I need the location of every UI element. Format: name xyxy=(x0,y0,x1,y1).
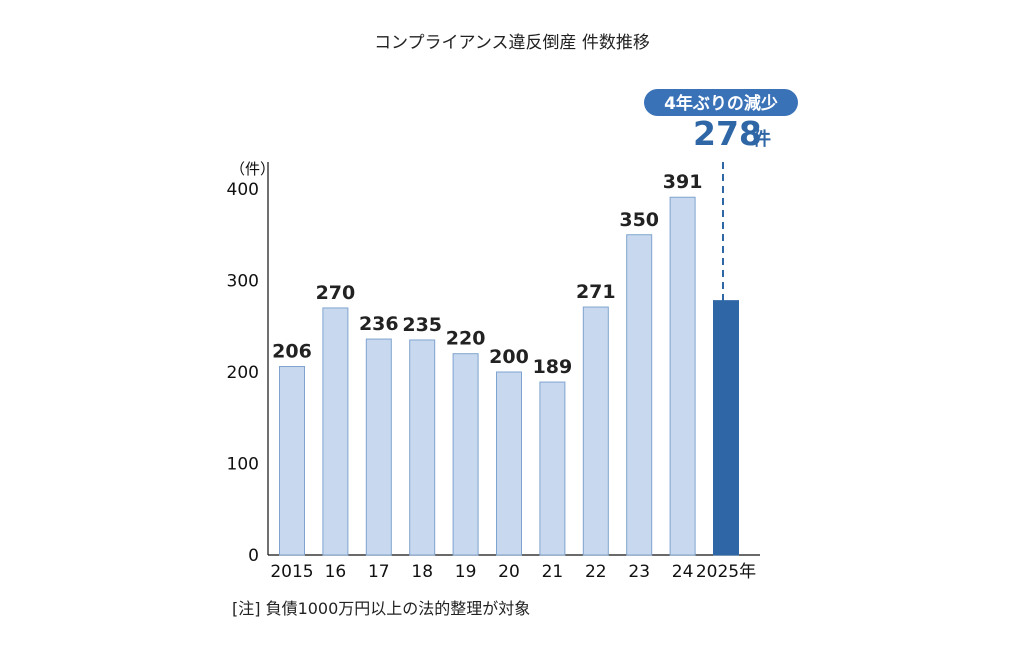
y-tick-label: 300 xyxy=(227,272,259,292)
chart-note: [注] 負債1000万円以上の法的整理が対象 xyxy=(232,599,530,618)
bar xyxy=(582,306,609,556)
bar xyxy=(279,366,305,556)
bar xyxy=(539,381,566,556)
bar-value-label: 236 xyxy=(359,313,399,335)
x-tick-label: 20 xyxy=(498,562,520,582)
bar xyxy=(365,338,392,556)
callout-badge xyxy=(644,89,798,116)
bar-value-label: 220 xyxy=(446,328,486,350)
bar-value-label: 200 xyxy=(489,346,529,368)
bar-series xyxy=(279,196,739,556)
x-tick-label: 18 xyxy=(411,562,433,582)
bar-value-label: 350 xyxy=(619,209,659,231)
x-tick-label: 19 xyxy=(455,562,477,582)
x-tick-label: 21 xyxy=(542,562,564,582)
x-tick-label: 16 xyxy=(325,562,347,582)
x-tick-label: 24 xyxy=(672,562,694,582)
y-tick-label: 0 xyxy=(248,546,259,566)
bar xyxy=(452,353,479,556)
bar xyxy=(669,196,696,556)
callout-unit: 件 xyxy=(753,128,771,150)
y-tick-label: 200 xyxy=(227,363,259,383)
callout-badge-text: 4年ぶりの減少 xyxy=(664,93,778,114)
bar xyxy=(409,339,436,556)
bar-value-label: 391 xyxy=(663,171,703,193)
y-tick-label: 400 xyxy=(227,180,259,200)
highlight-callout: 4年ぶりの減少 278 件 xyxy=(644,89,798,301)
bar-value-label: 270 xyxy=(316,282,356,304)
bar-value-label: 235 xyxy=(402,314,442,336)
x-tick-label: 2025年 xyxy=(696,562,756,582)
x-tick-label: 23 xyxy=(628,562,650,582)
bar xyxy=(322,307,349,556)
y-axis-tick-labels: 0 100 200 300 400 xyxy=(227,180,259,566)
x-tick-label: 17 xyxy=(368,562,390,582)
y-axis-unit-label: （件） xyxy=(230,160,275,178)
x-tick-label: 22 xyxy=(585,562,607,582)
bar-value-label: 206 xyxy=(272,341,312,363)
x-axis-tick-labels: 2015 16 17 18 19 20 21 22 23 24 2025年 xyxy=(270,562,756,582)
callout-value: 278 xyxy=(693,114,762,153)
chart-title: コンプライアンス違反倒産 件数推移 xyxy=(374,33,650,53)
x-tick-label: 2015 xyxy=(270,562,313,582)
bar xyxy=(626,234,653,556)
bar-value-label: 271 xyxy=(576,281,616,303)
y-tick-label: 100 xyxy=(227,455,259,475)
bar-highlight-2025 xyxy=(713,300,739,556)
bar xyxy=(496,371,522,556)
bar-value-label: 189 xyxy=(533,356,573,378)
